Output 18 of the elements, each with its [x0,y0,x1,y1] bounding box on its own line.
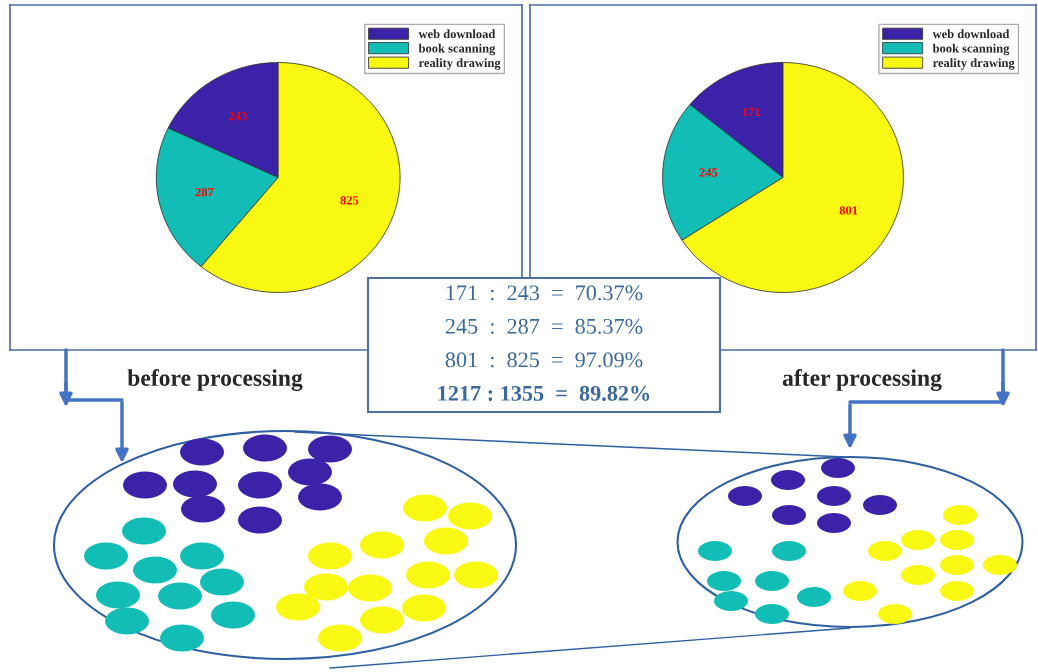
data-label: 801 [839,206,858,215]
legend-label: web download [418,29,496,39]
legend-label: book scanning [932,43,1010,56]
legend-label: web download [932,29,1010,39]
text: 171 : 243 = 70.37% [446,285,643,301]
data-label: 171 [742,107,760,117]
data-label: 243 [228,111,247,121]
text: 1217 : 1355 = 89.82% [438,385,650,401]
data-label: 245 [699,168,718,177]
text: before processing [127,369,303,391]
text: 245 : 287 = 85.37% [445,318,643,334]
legend-label: reality drawing [932,58,1015,70]
text: after processing [782,369,942,391]
legend-label: reality drawing [418,58,501,70]
data-label: 287 [195,187,214,197]
data-label: 825 [340,196,359,205]
text: 801 : 825 = 97.09% [445,352,643,368]
legend-label: book scanning [418,43,496,56]
